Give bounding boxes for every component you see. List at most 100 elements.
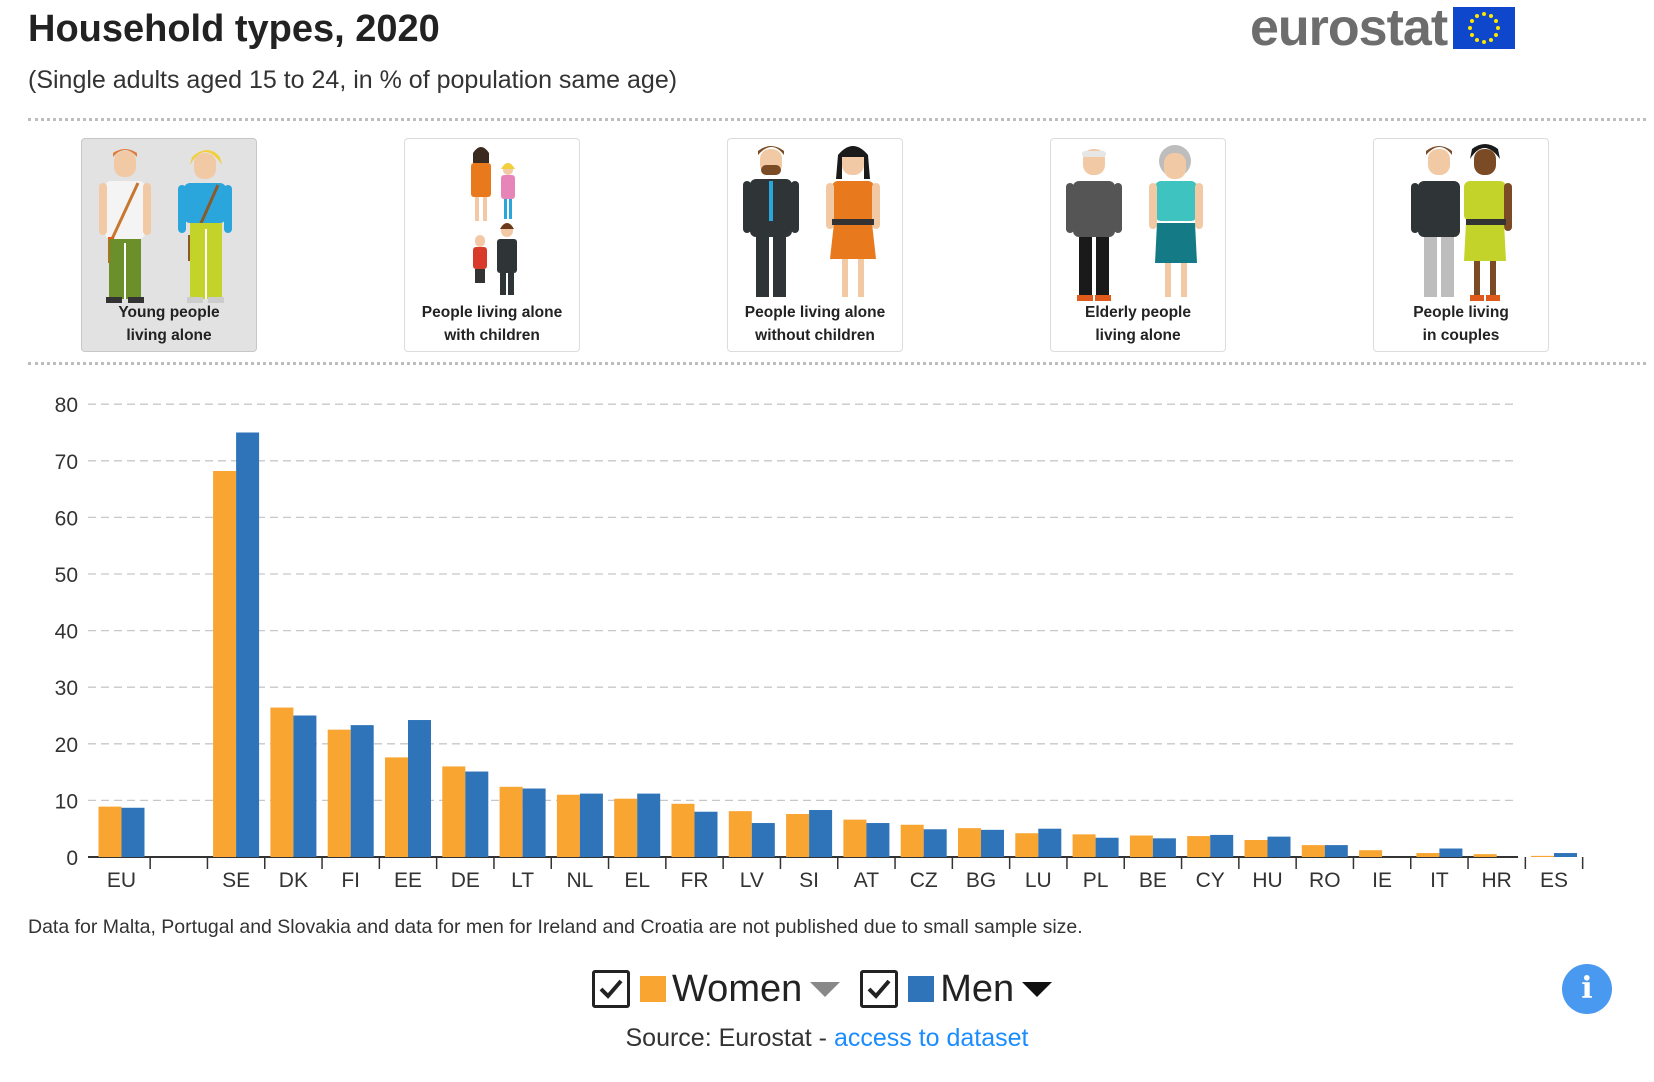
legend: Women Men <box>592 964 1066 1014</box>
logo-text: eurostat <box>1250 0 1448 57</box>
x-tick-label: LU <box>1025 869 1052 892</box>
source-line: Source: Eurostat - access to dataset <box>0 1024 1654 1053</box>
card-young-people-living-alone[interactable]: Young people living alone <box>81 138 257 352</box>
bar-women <box>614 798 638 857</box>
x-tick-label: IT <box>1430 869 1449 892</box>
eu-flag-icon <box>1453 7 1516 49</box>
bar-women <box>1531 855 1554 857</box>
card-label: People living alone with children <box>405 301 579 347</box>
card-label-line: Young people <box>118 304 220 321</box>
card-people-living-alone-without-children[interactable]: People living alone without children <box>727 138 903 352</box>
women-checkbox[interactable] <box>592 970 630 1008</box>
bar-women <box>786 813 810 857</box>
bar-women <box>98 806 122 857</box>
x-tick-label: RO <box>1309 869 1341 892</box>
bar-women <box>1359 850 1383 857</box>
bar-men <box>1095 837 1119 857</box>
bar-women <box>958 828 981 857</box>
elderly-icon <box>1066 145 1203 301</box>
x-tick-label: CZ <box>910 869 938 892</box>
bar-men <box>408 720 431 857</box>
x-tick-label: FR <box>681 869 709 892</box>
card-elderly-people-living-alone[interactable]: Elderly people living alone <box>1050 138 1226 352</box>
bar-men <box>981 829 1004 857</box>
women-swatch <box>640 976 666 1002</box>
legend-item-men[interactable]: Men <box>860 967 1053 1011</box>
adults-icon <box>743 146 880 297</box>
family-icon <box>471 147 517 295</box>
legend-label-men: Men <box>940 967 1015 1010</box>
chevron-down-icon[interactable] <box>810 981 841 997</box>
x-tick-label: SE <box>222 869 250 892</box>
legend-label-women: Women <box>672 967 803 1010</box>
bottom-divider <box>28 362 1646 365</box>
bar-chart: 0 10 20 30 40 50 60 70 80 EU SE DK FI EE DE LT NL EL FR LV S… <box>55 394 1584 892</box>
x-tick-label: ES <box>1540 869 1568 892</box>
card-label: Young people living alone <box>82 301 256 347</box>
card-label-line: in couples <box>1422 327 1500 344</box>
young-people-icon <box>99 149 232 303</box>
card-label-line: with children <box>444 327 540 344</box>
card-label-line: living alone <box>1095 327 1181 344</box>
bar-women <box>556 794 580 857</box>
x-tick-label: SI <box>799 869 819 892</box>
x-tick-label: AT <box>854 869 879 892</box>
source-prefix: Source: Eurostat - <box>625 1024 834 1052</box>
bar-women <box>1416 853 1440 857</box>
bar-women <box>1301 845 1325 857</box>
card-label-line: People living alone <box>421 304 563 321</box>
info-button[interactable]: i <box>1562 964 1612 1014</box>
bar-men <box>866 823 890 857</box>
men-checkbox[interactable] <box>860 970 899 1008</box>
card-label-line: Elderly people <box>1085 304 1191 321</box>
bar-men <box>694 811 718 857</box>
access-to-dataset-link[interactable]: access to dataset <box>833 1024 1029 1052</box>
x-tick-label: FI <box>341 869 360 892</box>
bar-women <box>1015 833 1039 857</box>
y-tick-label: 10 <box>55 790 78 813</box>
y-tick-label: 80 <box>55 394 78 417</box>
eurostat-logo[interactable]: eurostat <box>1250 0 1516 57</box>
x-tick-label: DK <box>279 869 308 892</box>
y-tick-label: 30 <box>55 677 78 700</box>
x-tick-label: EE <box>394 869 422 892</box>
x-tick-label: BE <box>1139 869 1167 892</box>
x-tick-label: PL <box>1083 869 1109 892</box>
bar-women <box>728 811 752 857</box>
y-tick-label: 60 <box>55 507 78 530</box>
bar-men <box>579 793 603 857</box>
bar-men <box>1152 838 1176 857</box>
y-tick-label: 70 <box>55 451 78 474</box>
bar-women <box>385 757 408 857</box>
couple-icon <box>1411 144 1512 301</box>
y-tick-label: 40 <box>55 621 78 644</box>
card-label: People living in couples <box>1374 301 1548 347</box>
bar-men <box>1267 836 1291 857</box>
bar-men <box>637 793 661 857</box>
bar-men <box>923 829 947 857</box>
chevron-down-icon[interactable] <box>1022 981 1053 997</box>
x-tick-label: LV <box>740 869 764 892</box>
x-tick-label: IE <box>1372 869 1392 892</box>
bar-men <box>1210 834 1234 857</box>
men-swatch <box>908 976 935 1002</box>
x-tick-label: DE <box>451 869 480 892</box>
card-people-living-alone-with-children[interactable]: People living alone with children <box>404 138 580 352</box>
card-label-line: without children <box>755 327 875 344</box>
bar-women <box>1473 854 1497 857</box>
bar-men <box>236 432 260 857</box>
bar-women <box>1072 834 1096 857</box>
bar-men <box>1038 828 1062 857</box>
y-tick-label: 50 <box>55 564 78 587</box>
chart-title: Household types, 2020 <box>28 8 440 50</box>
checkmark-icon <box>867 979 891 999</box>
card-label-line: living alone <box>126 327 212 344</box>
card-label: Elderly people living alone <box>1051 301 1225 347</box>
x-tick-label: CY <box>1196 869 1225 892</box>
bar-men <box>350 725 374 857</box>
bar-women <box>1129 835 1153 857</box>
card-people-living-in-couples[interactable]: People living in couples <box>1373 138 1549 352</box>
legend-item-women[interactable]: Women <box>592 967 841 1011</box>
bar-men <box>1324 845 1348 857</box>
bar-women <box>671 803 695 857</box>
